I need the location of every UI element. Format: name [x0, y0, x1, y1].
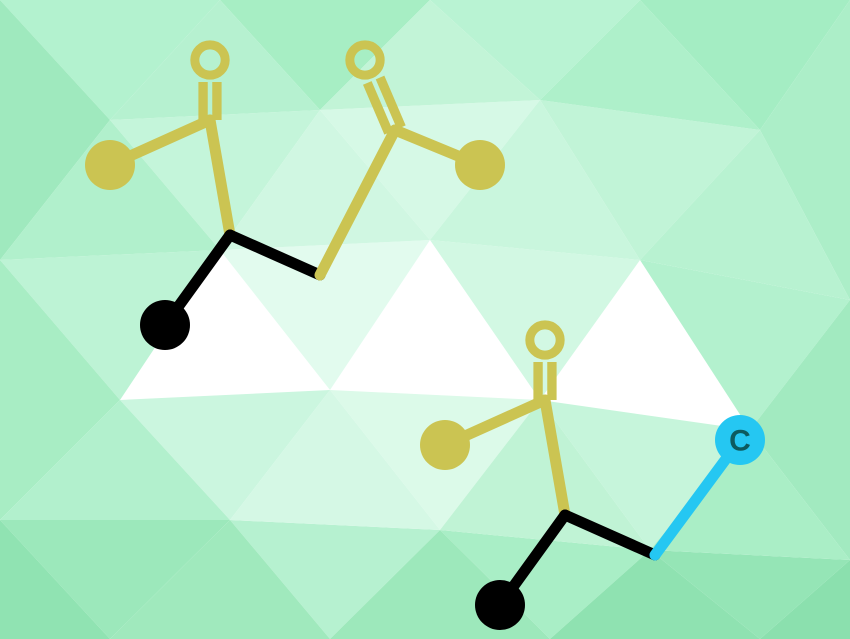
molecules-layer: C	[0, 0, 850, 639]
oxygen-atom	[350, 45, 380, 75]
carbon-label: C	[729, 425, 751, 458]
diagram-stage: C	[0, 0, 850, 639]
oxygen-atom	[530, 325, 560, 355]
oxygen-atom	[195, 45, 225, 75]
